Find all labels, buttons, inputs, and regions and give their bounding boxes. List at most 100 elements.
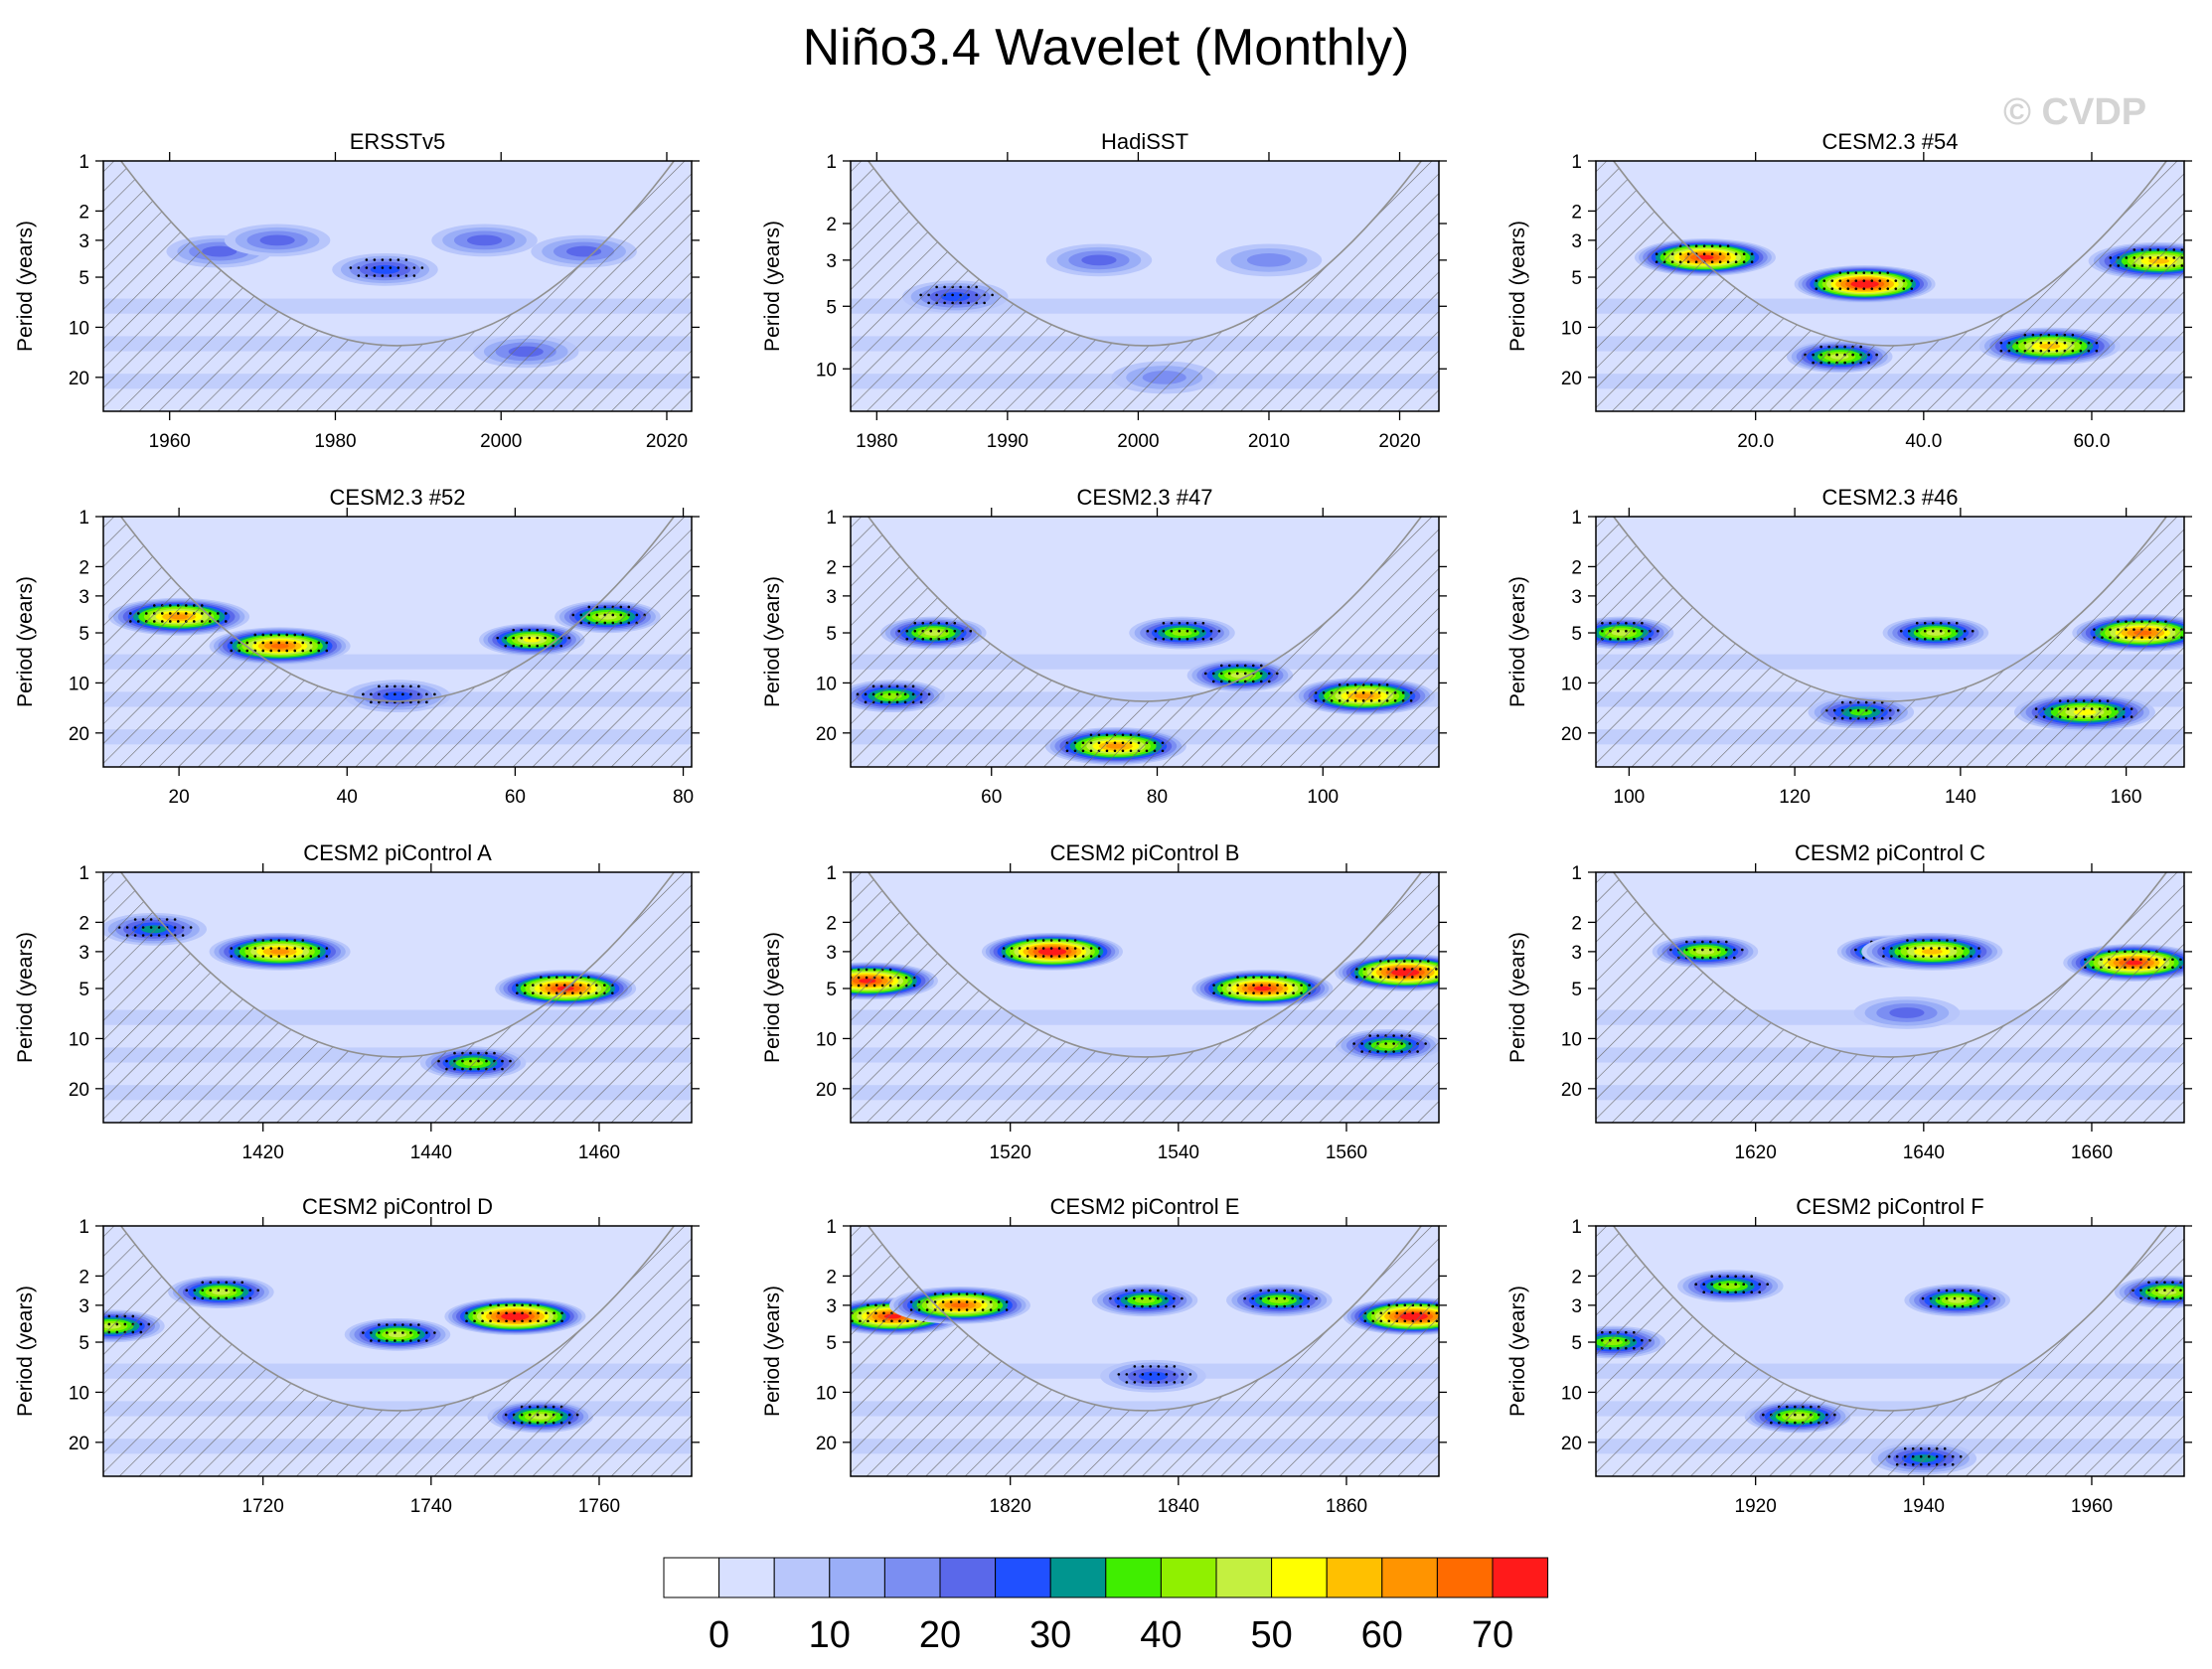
power-peak [431, 224, 538, 257]
stipple-dot [1236, 991, 1239, 994]
stipple-dot [1244, 976, 1247, 979]
stipple-dot [325, 649, 329, 653]
stipple-dot [545, 1311, 548, 1315]
stipple-dot [1173, 1296, 1176, 1300]
colorbar-swatch [1326, 1557, 1383, 1598]
stipple-dot [843, 1311, 846, 1314]
stipple-dot [1125, 1289, 1128, 1292]
stipple-dot [225, 1296, 229, 1300]
wavelet-panel-svg: CESM2 piControl D Period (years) 1 2 3 5 10 20 1… [14, 1194, 700, 1517]
colorbar-swatch [1215, 1557, 1273, 1598]
stipple-dot [1133, 1381, 1137, 1384]
stipple-dot [1162, 637, 1166, 641]
contour-level [466, 234, 503, 246]
stipple-dot [1185, 629, 1189, 633]
stipple-dot [552, 636, 554, 640]
stipple-dot [1157, 1304, 1160, 1308]
stipple-dot [1228, 984, 1231, 986]
stipple-dot [1938, 939, 1941, 942]
stipple-dot [1259, 1304, 1262, 1308]
stipple-dot [1734, 260, 1738, 264]
y-tick-label: 20 [1561, 369, 1582, 389]
wavelet-field [851, 161, 1439, 411]
stipple-dot [357, 266, 361, 269]
stipple-dot [1710, 1275, 1713, 1279]
stipple-dot [1922, 947, 1925, 950]
stipple-dot [473, 1319, 476, 1323]
stipple-dot [1742, 260, 1746, 264]
stipple-dot [1718, 244, 1722, 248]
contour-level [269, 949, 290, 955]
stipple-dot [386, 692, 389, 696]
cone-curve [1613, 161, 2167, 347]
stipple-dot [1217, 629, 1221, 633]
power-peak [168, 1276, 274, 1309]
contour-level [1172, 629, 1192, 637]
wavelet-panel-svg: CESM2 piControl B Period (years) 1 2 3 5 10 20 1… [761, 840, 1447, 1163]
stipple-dot [1702, 252, 1706, 256]
wavelet-panel-svg: CESM2.3 #47 Period (years) 1 2 3 5 10 20 60 80 100 [761, 485, 1447, 808]
stipple-dot [1157, 1373, 1161, 1376]
stipple-dot [1970, 947, 1973, 950]
stipple-dot [997, 1308, 1001, 1311]
stipple-dot [1585, 1339, 1588, 1342]
cone-of-influence [851, 872, 1439, 1123]
stipple-dot [224, 620, 228, 623]
wavelet-field [1596, 517, 2184, 767]
stipple-dot [1235, 664, 1239, 668]
stipple-dot [973, 1308, 977, 1311]
panel-title: ERSSTv5 [350, 129, 446, 154]
stipple-dot [1701, 956, 1704, 960]
stipple-dot [1846, 287, 1850, 290]
y-tick-label: 3 [79, 231, 89, 252]
stipple-dot [563, 976, 566, 979]
stipple-dot [1971, 629, 1975, 633]
wavelet-panel-svg: CESM2 piControl E Period (years) 1 2 3 5 10 20 1… [761, 1194, 1447, 1517]
x-tick-label: 2020 [646, 431, 688, 452]
panel-title: CESM2 piControl C [1795, 840, 1985, 865]
stipple-dot [370, 1331, 373, 1334]
stipple-dot [325, 955, 329, 958]
stipple-dot [1089, 947, 1093, 950]
stipple-dot [1173, 1381, 1177, 1384]
y-axis-label: Period (years) [14, 1286, 37, 1417]
x-tick-label: 80 [673, 787, 694, 808]
stipple-dot [1984, 1304, 1988, 1308]
stipple-dot [1701, 948, 1704, 952]
stipple-dot [1443, 968, 1446, 971]
stipple-dot [1954, 939, 1957, 942]
stipple-dot [173, 918, 177, 921]
stipple-dot [949, 1292, 953, 1295]
stipple-dot [389, 266, 393, 269]
power-peak [1882, 616, 1989, 650]
panel-title: CESM2 piControl F [1796, 1194, 1984, 1219]
contour-level [1856, 281, 1873, 287]
y-tick-label: 1 [1571, 1217, 1582, 1238]
stipple-dot [1930, 955, 1933, 958]
colorbar-label: 60 [1361, 1614, 1403, 1656]
stipple-dot [1726, 260, 1730, 264]
stipple-dot [1923, 637, 1927, 641]
power-peak [1794, 265, 1936, 303]
stipple-dot [473, 1311, 476, 1315]
stipple-dot [1718, 1283, 1721, 1287]
stipple-dot [1963, 637, 1967, 641]
y-tick-label: 10 [816, 674, 837, 694]
stipple-dot [269, 649, 273, 653]
contour-level [1720, 1283, 1741, 1290]
stipple-dot [1976, 1304, 1980, 1308]
y-tick-label: 2 [1571, 913, 1582, 934]
stipple-dot [1701, 940, 1704, 944]
cone-of-influence [1596, 517, 2184, 767]
stipple-dot [1878, 271, 1882, 274]
stipple-dot [209, 1296, 213, 1300]
stipple-dot [544, 628, 547, 632]
stipple-dot [208, 612, 212, 615]
stipple-dot [1185, 621, 1189, 625]
stipple-dot [245, 947, 249, 950]
significance-stipple [1002, 939, 1101, 958]
stipple-dot [1154, 637, 1158, 641]
wavelet-panel: CESM2.3 #54 Period (years) 1 2 3 5 10 20 20.0 40.… [1493, 117, 2212, 534]
x-tick-label: 60 [981, 787, 1002, 808]
y-axis-label: Period (years) [761, 221, 784, 352]
